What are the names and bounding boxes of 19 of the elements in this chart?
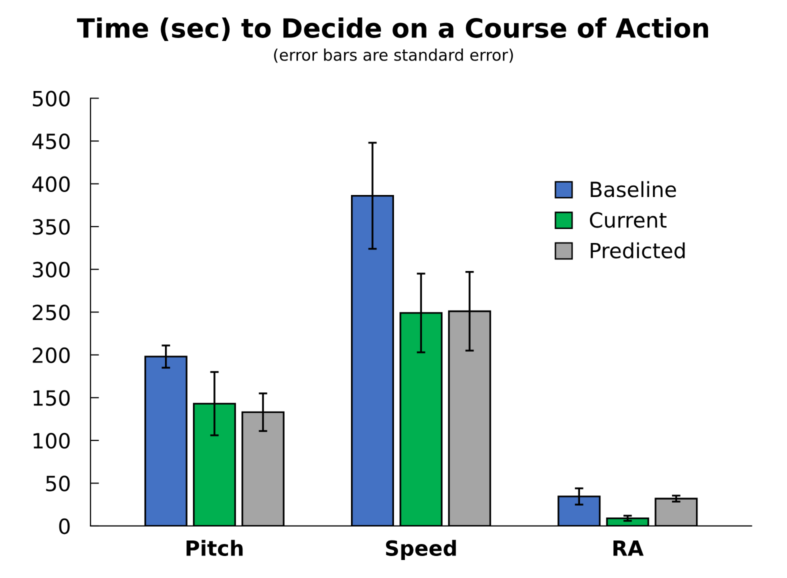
x-tick-label: RA	[613, 540, 644, 556]
y-tick-label: 350	[32, 219, 70, 235]
y-tick-label: 300	[32, 262, 70, 278]
y-tick-label: 500	[32, 90, 70, 106]
x-tick-label: Pitch	[186, 540, 243, 556]
legend-label: Predicted	[590, 242, 685, 258]
legend-label: Current	[590, 212, 667, 228]
y-tick-label: 50	[46, 476, 70, 492]
chart-title: Time (sec) to Decide on a Course of Action	[77, 18, 708, 42]
y-tick-label: 450	[32, 133, 70, 150]
legend-label: Baseline	[590, 181, 676, 198]
y-tick-label: 400	[32, 176, 70, 192]
y-tick-label: 200	[32, 347, 70, 364]
y-tick-label: 150	[34, 390, 70, 406]
chart-subtitle: (error bars are standard error)	[274, 48, 513, 63]
y-tick-label: 250	[32, 304, 70, 320]
y-tick-label: 100	[34, 432, 70, 449]
y-tick-label: 0	[59, 518, 70, 534]
x-tick-label: Speed	[386, 540, 456, 560]
